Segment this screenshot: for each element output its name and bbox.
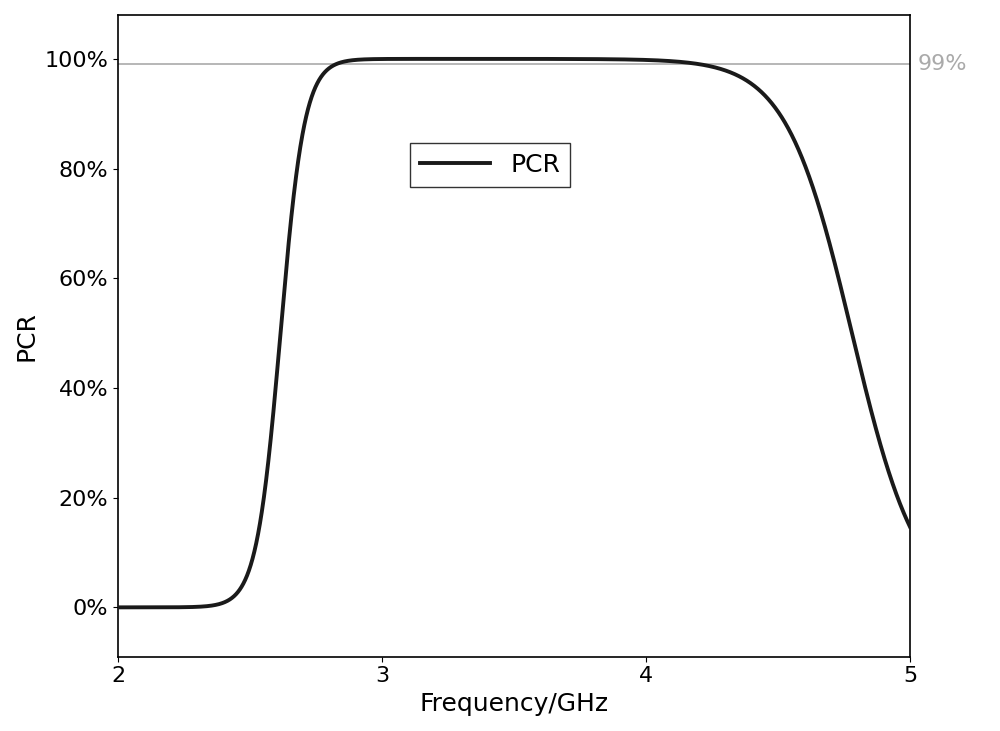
PCR: [450, 55, 462, 64]
Legend: PCR: PCR: [410, 143, 570, 187]
PCR: [803, 173, 815, 182]
PCR: [889, 485, 901, 494]
Y-axis label: PCR: PCR: [15, 311, 39, 361]
Text: 99%: 99%: [918, 54, 967, 75]
PCR: [904, 523, 916, 531]
PCR: [416, 55, 428, 64]
PCR: [112, 603, 124, 612]
PCR: [202, 602, 214, 610]
Line: PCR: PCR: [118, 59, 910, 607]
X-axis label: Frequency/GHz: Frequency/GHz: [420, 692, 609, 716]
PCR: [249, 542, 261, 551]
PCR: [436, 55, 448, 64]
